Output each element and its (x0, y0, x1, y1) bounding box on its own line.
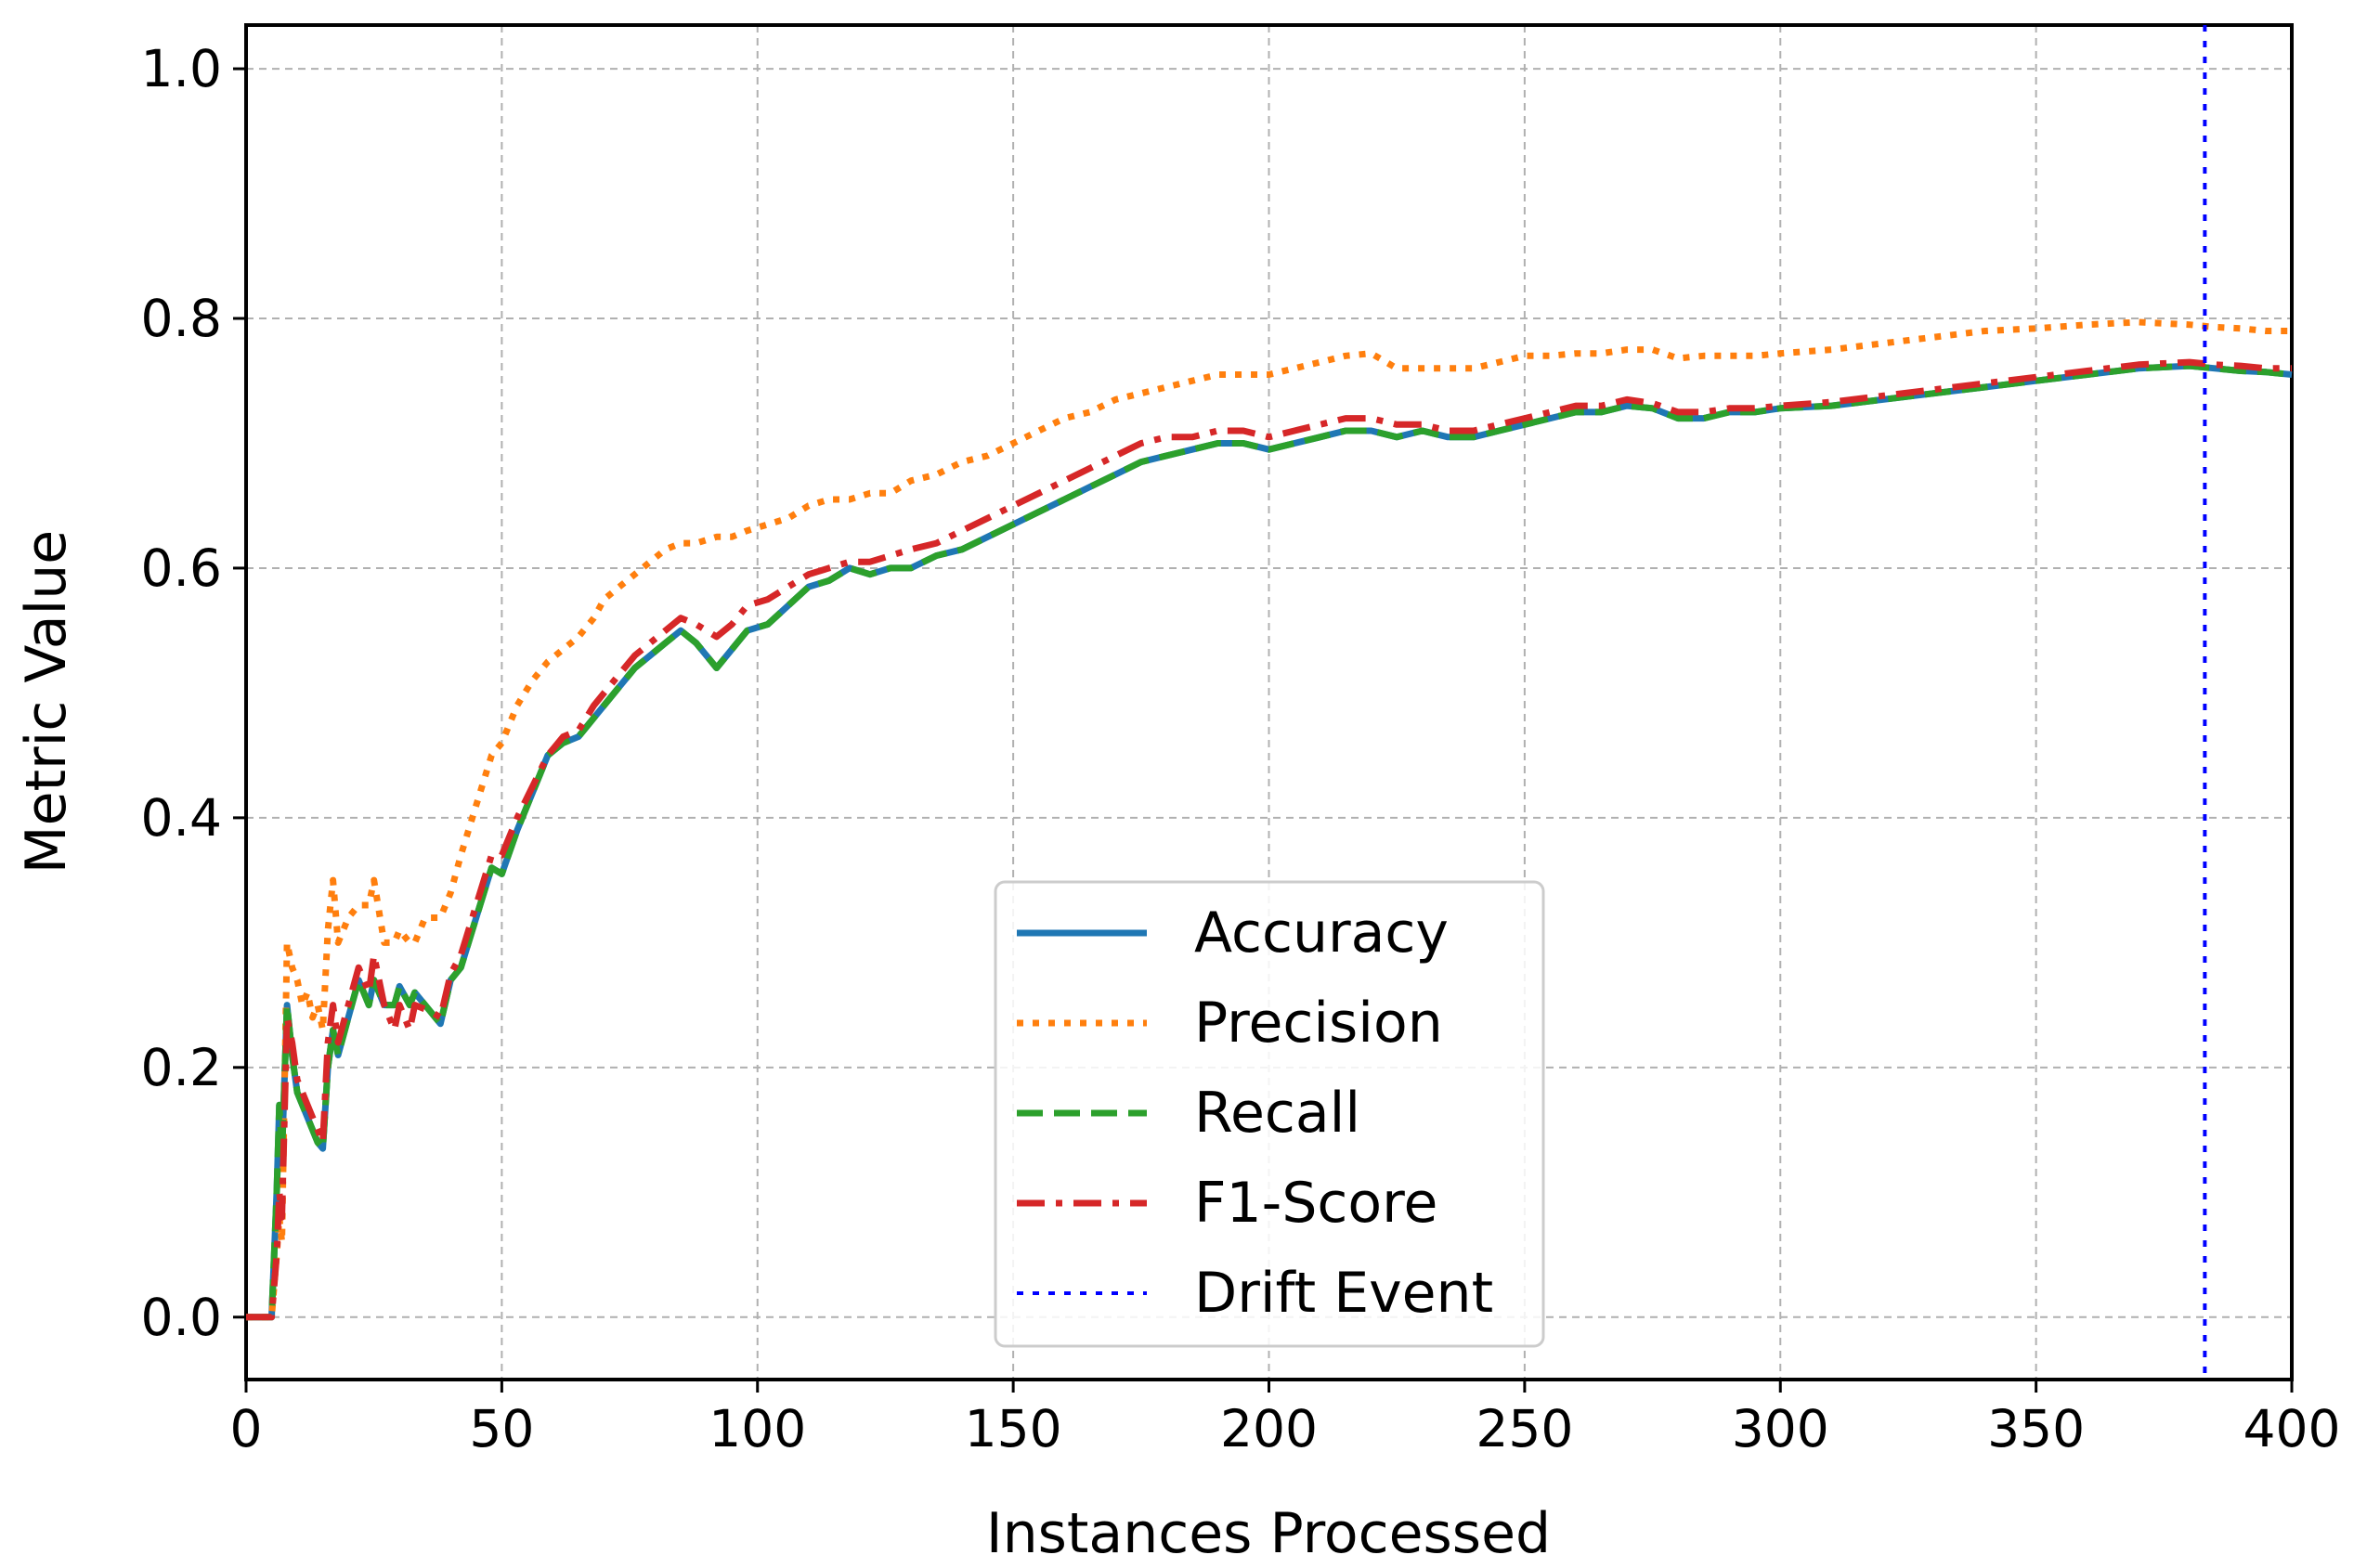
y-axis-label: Metric Value (14, 530, 79, 874)
y-tick-label: 0.6 (141, 538, 222, 598)
x-tick-label: 250 (1476, 1399, 1573, 1458)
x-tick-label: 150 (965, 1399, 1062, 1458)
y-tick-label: 0.0 (141, 1288, 222, 1347)
legend-label-recall: Recall (1194, 1081, 1360, 1146)
ticks: 0 50 100 150 200 250 300 350 400 0.0 0.2 0.4 0.6 0.8 1… (141, 39, 2341, 1458)
x-tick-label: 400 (2243, 1399, 2341, 1458)
y-tick-label: 0.4 (141, 788, 222, 848)
legend-label-f1-score: F1-Score (1194, 1171, 1437, 1236)
series-line-f1-score (246, 358, 2292, 1321)
legend-label-precision: Precision (1194, 991, 1443, 1056)
series (246, 25, 2293, 1380)
y-tick-label: 0.2 (141, 1038, 222, 1097)
legend-box (994, 880, 1545, 1348)
series-line-precision (246, 318, 2292, 1321)
legend-label-accuracy: Accuracy (1194, 901, 1449, 965)
y-tick-label: 0.8 (141, 289, 222, 348)
x-tick-label: 300 (1732, 1399, 1829, 1458)
legend: Accuracy Precision Recall F1-Score Drift Eve… (994, 880, 1545, 1348)
x-tick-label: 100 (709, 1399, 806, 1458)
x-axis-label: Instances Processed (986, 1501, 1551, 1566)
legend-label-drift-event: Drift Event (1194, 1261, 1493, 1326)
x-tick-label: 0 (230, 1399, 263, 1458)
x-tick-label: 200 (1220, 1399, 1318, 1458)
series-line-recall (246, 362, 2293, 1321)
x-tick-label: 350 (1987, 1399, 2085, 1458)
x-tick-label: 50 (469, 1399, 534, 1458)
y-tick-label: 1.0 (141, 39, 222, 98)
